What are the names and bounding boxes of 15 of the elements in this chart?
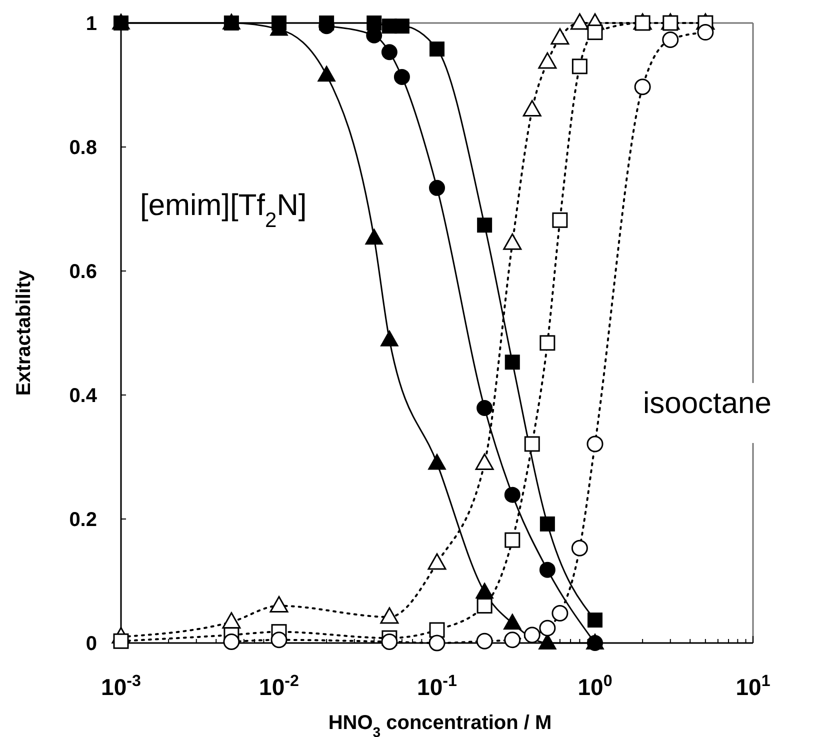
y-tick-label: 1 <box>86 13 97 35</box>
annotation: [emim][Tf$_{2}$N] <box>140 189 307 232</box>
x-tick-label: 10$^{-2}$ <box>259 672 299 700</box>
y-tick-label: 0 <box>86 633 97 655</box>
x-tick-label: 10$^{-3}$ <box>101 672 141 700</box>
annotation: isooctane <box>643 387 772 420</box>
y-tick-label: 0.4 <box>69 385 98 407</box>
x-tick-label: 10$^{-1}$ <box>417 672 457 700</box>
y-tick-label: 0.8 <box>69 137 97 159</box>
x-tick-label: 10$^{0}$ <box>578 672 612 700</box>
y-tick-label: 0.6 <box>69 261 97 283</box>
x-axis-title: HNO$_{3}$ concentration / M <box>328 712 552 737</box>
x-tick-label: 10$^{1}$ <box>736 672 770 700</box>
y-tick-label: 0.2 <box>69 509 97 531</box>
y-axis-title: Extractability <box>13 269 35 396</box>
